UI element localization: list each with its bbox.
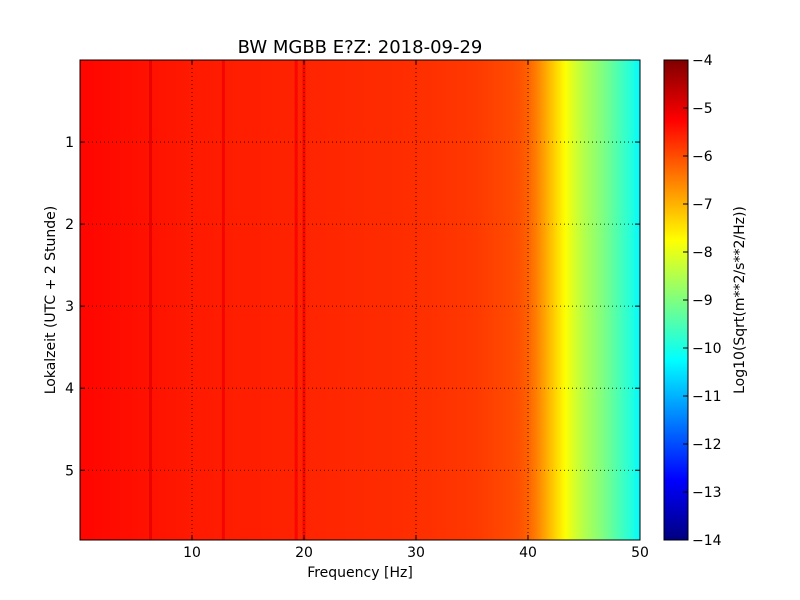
y-axis-label: Lokalzeit (UTC + 2 Stunde) [43,206,59,395]
y-axis: 1 2 3 4 5 [65,135,640,479]
y-tick-label: 5 [65,463,74,479]
y-tick-label: 1 [65,135,74,151]
colorbar-axis: −4 −5 −6 −7 −8 −9 −10 −11 −12 −13 −14 [683,53,722,549]
x-tick-label: 40 [519,545,537,561]
y-tick-label: 2 [65,217,74,233]
colorbar-tick-label: −8 [692,245,713,261]
x-axis-label: Frequency [Hz] [307,565,413,581]
grid-lines [80,60,640,540]
chart-title: BW MGBB E?Z: 2018-09-29 [238,37,483,58]
narrowband-line [221,60,225,540]
x-tick-label: 20 [295,545,313,561]
colorbar-tick-label: −5 [692,101,713,117]
colorbar-tick-label: −6 [692,149,713,165]
narrowband-line [294,60,298,540]
colorbar-tick-label: −7 [692,197,713,213]
colorbar-tick-label: −13 [692,485,722,501]
colorbar-tick-label: −4 [692,53,713,69]
colorbar-tick-label: −11 [692,389,722,405]
y-tick-label: 3 [65,299,74,315]
colorbar-tick-label: −9 [692,293,713,309]
x-tick-label: 30 [407,545,425,561]
spectrogram-heatmap [80,60,640,540]
x-axis: 10 20 30 40 50 [183,60,649,561]
x-tick-label: 10 [183,545,201,561]
colorbar-tick-label: −10 [692,341,722,357]
plot-frame [79,59,641,541]
plot-area [80,60,640,540]
narrowband-line [149,60,153,540]
colorbar-tick-label: −14 [692,533,722,549]
y-tick-label: 4 [65,381,74,397]
colorbar-tick-label: −12 [692,437,722,453]
colorbar-label: Log10(Sqrt(m**2/s**2/Hz)) [732,206,748,394]
x-tick-label: 50 [631,545,649,561]
